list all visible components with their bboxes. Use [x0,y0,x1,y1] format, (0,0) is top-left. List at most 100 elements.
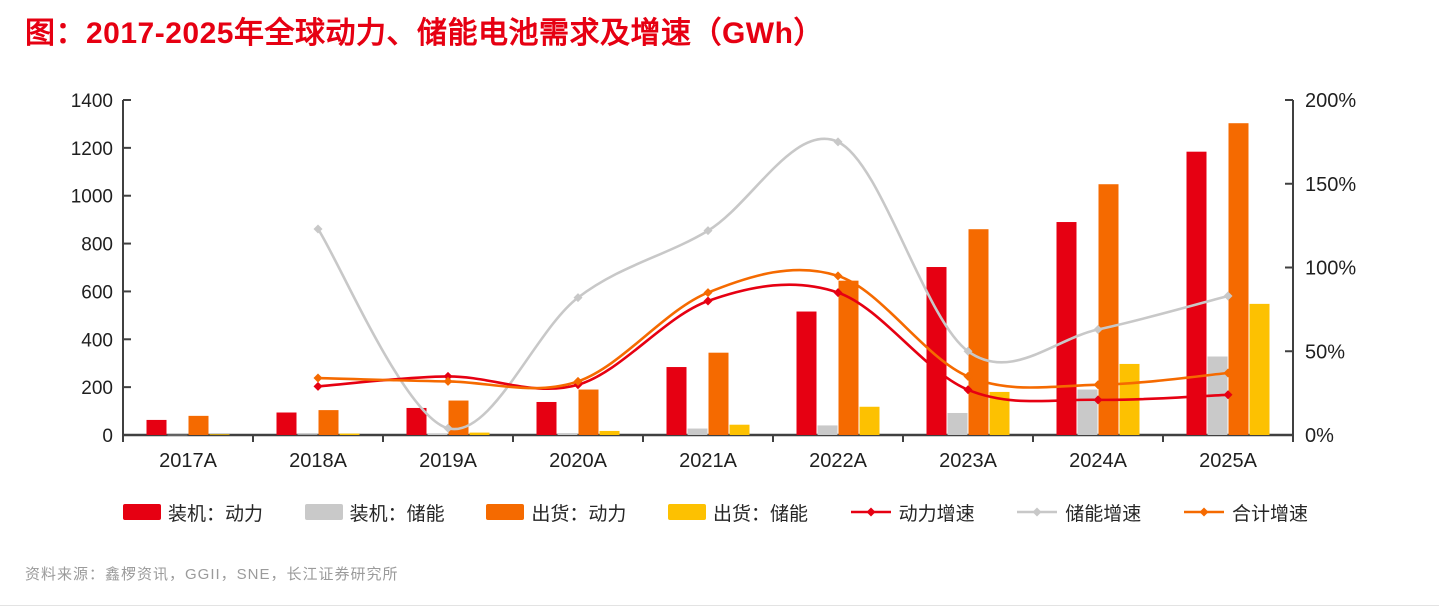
divider [0,605,1439,606]
legend-item-1: 装机：动力 [123,499,263,526]
x-axis-label: 2023A [939,450,997,472]
marker-合计增速 [573,376,583,386]
bar-装机：动力-2023A [926,267,947,435]
x-axis-label: 2021A [679,450,737,472]
bar-出货：储能-2018A [339,433,360,435]
bar-装机：储能-2018A [297,434,318,435]
marker-合计增速 [1223,368,1233,378]
legend-bar-swatch [486,504,525,520]
right-axis-label: 50% [1305,341,1345,363]
marker-动力增速 [313,381,323,391]
line-合计增速 [317,268,1229,390]
bar-出货：动力-2023A [968,229,989,435]
bar-出货：动力-2025A [1228,123,1249,435]
legend-label: 装机：储能 [349,503,445,525]
left-axis-label: 1000 [71,187,113,208]
legend-label: 储能增速 [1065,503,1142,525]
bar-出货：储能-2022A [859,406,880,435]
x-axis-label: 2018A [289,450,347,472]
marker-储能增速 [573,293,583,303]
bar-出货：储能-2017A [209,434,230,435]
bar-出货：储能-2019A [469,432,490,435]
x-axis-label: 2019A [419,450,477,472]
left-axis-label: 1200 [71,139,113,160]
left-axis-label: 0 [102,426,113,447]
bar-装机：储能-2019A [427,433,448,435]
marker-动力增速 [1223,390,1233,400]
right-axis-label: 100% [1305,258,1356,280]
line-动力增速 [317,283,1229,403]
legend-label: 合计增速 [1231,503,1308,525]
legend-item-3: 出货：动力 [486,499,626,526]
marker-动力增速 [833,288,843,298]
marker-动力增速 [1093,395,1103,405]
x-axis-label: 2024A [1069,450,1127,472]
bar-装机：储能-2020A [557,433,578,435]
marker-储能增速 [1223,291,1233,301]
legend-item-7: 合计增速 [1183,499,1308,526]
left-axis-label: 400 [81,330,113,351]
legend-label: 动力增速 [898,503,975,525]
right-axis-label: 150% [1305,174,1356,196]
bar-装机：储能-2024A [1077,389,1098,435]
legend-item-5: 动力增速 [850,499,975,526]
marker-储能增速 [1093,324,1103,334]
x-axis-label: 2017A [159,450,217,472]
bar-出货：动力-2017A [188,415,209,435]
bar-装机：动力-2024A [1056,222,1077,435]
bar-装机：动力-2019A [406,407,427,435]
marker-储能增速 [963,346,973,356]
legend-item-6: 储能增速 [1016,499,1141,526]
bar-装机：动力-2017A [146,419,167,435]
bar-出货：动力-2022A [838,280,859,435]
bar-出货：储能-2021A [729,424,750,435]
marker-合计增速 [1093,380,1103,390]
bar-出货：储能-2023A [989,391,1010,435]
bar-出货：动力-2020A [578,389,599,435]
right-axis-label: 200% [1305,90,1356,112]
bar-装机：储能-2017A [167,434,188,436]
legend-line-swatch [1017,507,1058,517]
chart-title: 图：2017-2025年全球动力、储能电池需求及增速（GWh） [25,17,824,50]
left-axis-label: 1400 [71,91,113,112]
bar-装机：动力-2021A [666,367,687,435]
legend-bar-swatch [304,504,343,520]
marker-动力增速 [443,371,453,381]
bar-装机：储能-2021A [687,428,708,435]
bar-出货：储能-2025A [1249,303,1270,435]
marker-合计增速 [833,271,843,281]
source-note: 资料来源：鑫椤资讯，GGII，SNE，长江证券研究所 [25,566,399,583]
marker-合计增速 [703,288,713,298]
x-axis-label: 2020A [549,450,607,472]
marker-合计增速 [443,376,453,386]
bar-出货：动力-2018A [318,410,339,435]
bar-装机：动力-2018A [276,412,297,435]
legend-line-swatch [850,507,891,517]
legend-label: 出货：动力 [531,503,627,525]
left-axis-label: 200 [81,378,113,399]
marker-储能增速 [443,423,453,433]
marker-合计增速 [963,371,973,381]
left-axis-label: 800 [81,235,113,256]
legend-bar-swatch [667,504,706,520]
legend-label: 出货：储能 [712,503,808,525]
bar-出货：动力-2024A [1098,184,1119,435]
left-axis-label: 600 [81,282,113,303]
marker-动力增速 [963,385,973,395]
bar-出货：动力-2021A [708,352,729,435]
bar-装机：储能-2023A [947,412,968,435]
legend-label: 装机：动力 [168,503,264,525]
marker-储能增速 [313,224,323,234]
bar-装机：动力-2022A [796,311,817,435]
marker-合计增速 [313,373,323,383]
bar-装机：动力-2020A [536,401,557,435]
legend-line-swatch [1183,507,1224,517]
right-axis-label: 0% [1305,425,1334,447]
bar-装机：储能-2022A [817,425,838,435]
marker-动力增速 [703,296,713,306]
legend-item-2: 装机：储能 [304,499,445,526]
marker-储能增速 [833,137,843,147]
x-axis-label: 2025A [1199,450,1257,472]
